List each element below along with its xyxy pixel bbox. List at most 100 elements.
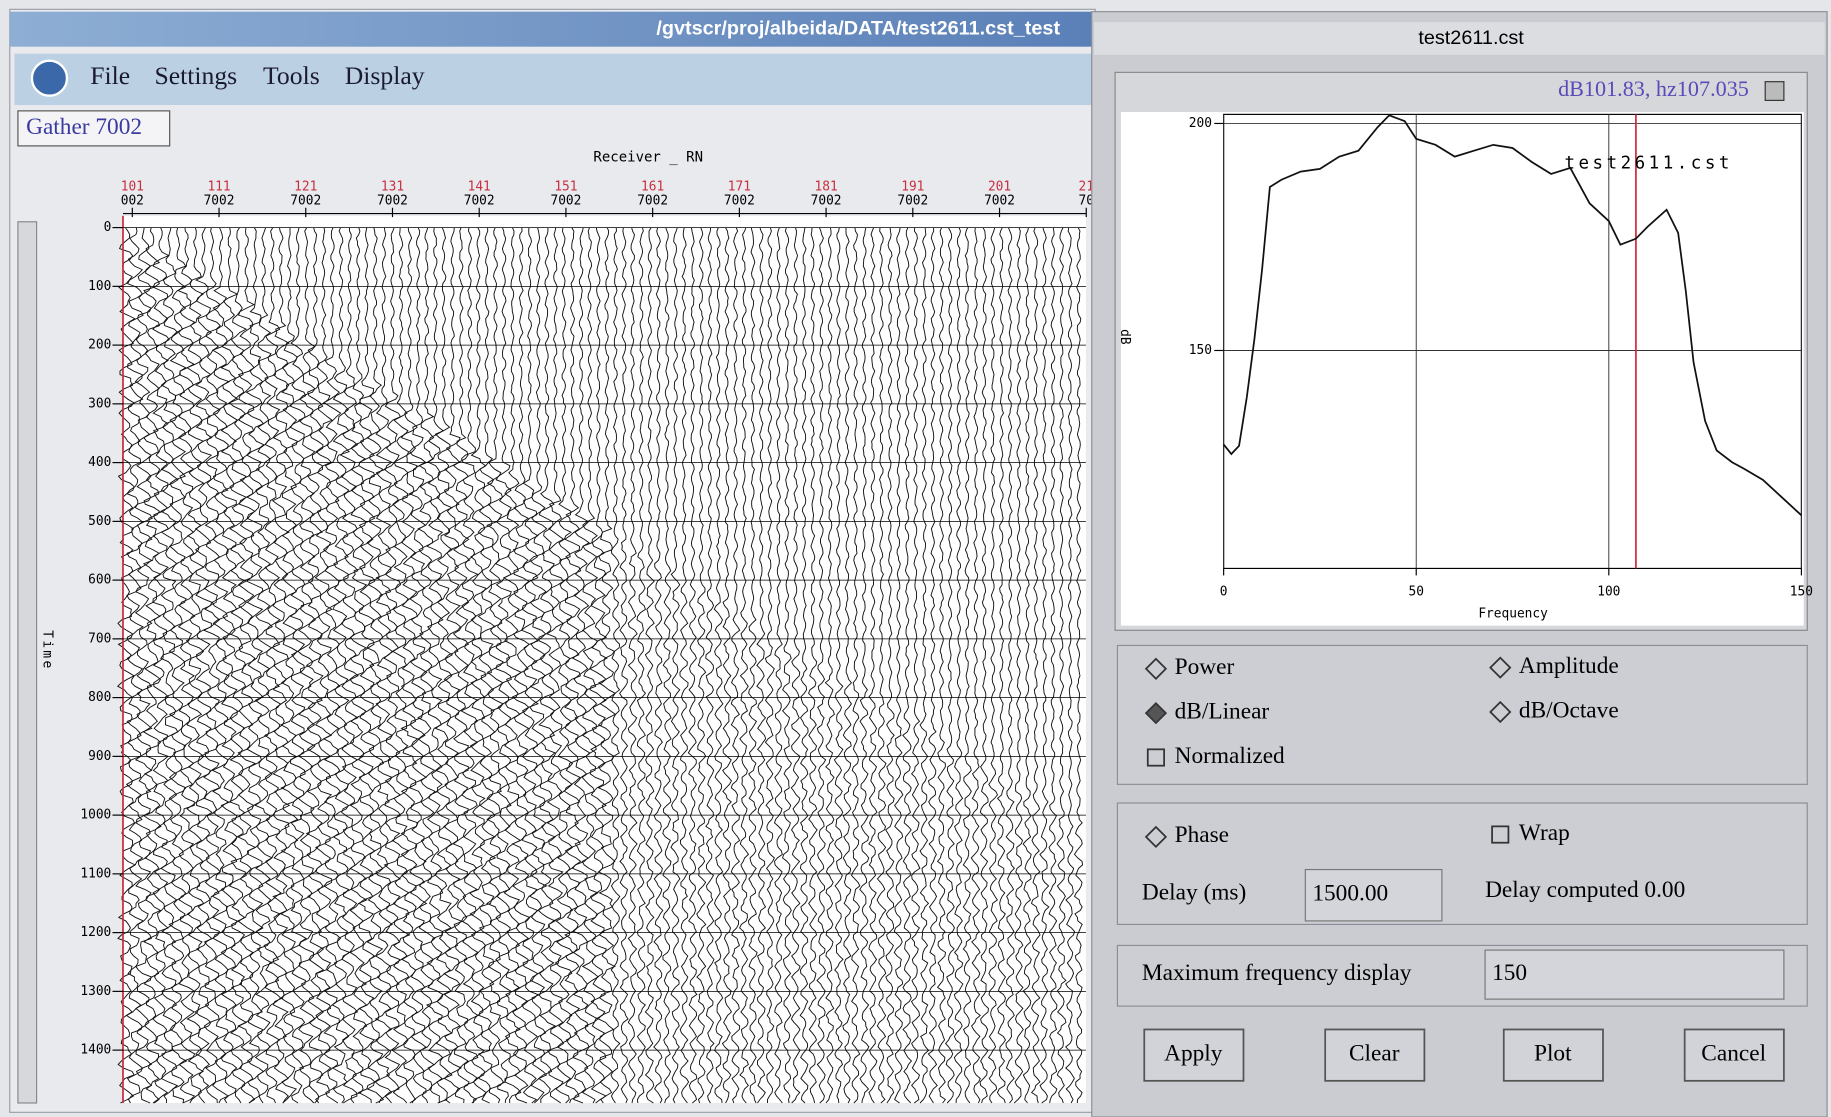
x-tick-line: 70 <box>1079 193 1094 208</box>
button-label[interactable]: Apply <box>1164 1040 1223 1066</box>
y-tick-label: 700 <box>88 631 111 646</box>
plot-area <box>1120 112 1804 626</box>
dialog: test2611.cst dB101.83, hz107.035 0 50 100 150… <box>1091 11 1828 1117</box>
x-tick-line: 7002 <box>811 193 842 208</box>
x-tick-label: 100 <box>1597 584 1620 599</box>
trace <box>816 227 827 1104</box>
y-tick-label: 1200 <box>80 925 111 940</box>
max-freq-input[interactable] <box>1484 949 1785 1000</box>
radio[interactable] <box>1144 702 1168 725</box>
x-tick-line: 002 <box>121 193 144 208</box>
button[interactable] <box>1143 1028 1245 1082</box>
x-tick-line: 7002 <box>377 193 408 208</box>
option-label: Phase <box>1175 822 1229 848</box>
delay-input[interactable] <box>1304 868 1443 922</box>
menu-item[interactable]: Tools <box>263 61 320 90</box>
x-tick-line: 7002 <box>550 193 581 208</box>
trace <box>842 227 853 1104</box>
trace <box>425 227 444 1104</box>
option-label: Power <box>1175 654 1235 680</box>
trace <box>962 227 972 1104</box>
app-icon[interactable] <box>30 59 69 97</box>
x-tick-receiver: 141 <box>468 179 491 194</box>
x-tick-line: 7002 <box>724 193 755 208</box>
trace <box>1030 227 1041 1104</box>
trace <box>279 227 299 1104</box>
trace <box>520 227 539 1104</box>
y-axis-label: dB <box>1117 329 1132 345</box>
trace <box>721 227 733 1104</box>
y-tick-label: 1400 <box>80 1043 111 1058</box>
x-tick-line: 7002 <box>984 193 1015 208</box>
trace <box>211 227 231 1104</box>
trace <box>747 227 758 1104</box>
radio[interactable] <box>1489 700 1512 724</box>
button-label[interactable]: Cancel <box>1701 1040 1766 1066</box>
x-tick-receiver: 191 <box>901 179 924 194</box>
button[interactable] <box>1324 1028 1426 1082</box>
readout: dB101.83, hz107.035 <box>1558 76 1749 101</box>
trace <box>653 227 664 1104</box>
button[interactable] <box>1683 1028 1785 1082</box>
checkbox[interactable] <box>1146 748 1165 767</box>
radio[interactable] <box>1144 657 1168 680</box>
button-label[interactable]: Clear <box>1349 1040 1400 1066</box>
trace <box>713 227 724 1104</box>
trace <box>322 227 342 1104</box>
series-label: test2611.cst <box>1564 153 1732 173</box>
trace <box>477 227 497 1104</box>
trace <box>383 227 402 1104</box>
x-tick-receiver: 151 <box>554 179 577 194</box>
trace <box>400 227 419 1104</box>
trace <box>220 227 239 1104</box>
button-label[interactable]: Plot <box>1534 1040 1572 1066</box>
x-tick-receiver: 131 <box>381 179 404 194</box>
trace <box>662 227 672 1104</box>
trace <box>460 227 479 1104</box>
trace <box>408 227 428 1104</box>
trace <box>687 227 698 1104</box>
y-tick-label: 400 <box>88 455 111 470</box>
scrollbar[interactable] <box>17 221 38 1104</box>
menu-item[interactable]: Display <box>345 61 425 90</box>
trace <box>537 227 557 1104</box>
trace <box>781 227 792 1104</box>
trace <box>944 227 956 1104</box>
trace <box>670 227 681 1104</box>
y-tick-label: 900 <box>88 749 111 764</box>
trace <box>366 227 385 1104</box>
menu-item[interactable]: File <box>90 61 130 90</box>
trace <box>529 227 548 1104</box>
menu-bar <box>14 53 1093 106</box>
trace <box>799 227 809 1104</box>
trace <box>563 227 582 1104</box>
trace <box>340 227 359 1104</box>
x-axis-label: Frequency <box>1478 606 1548 621</box>
menu-item[interactable]: Settings <box>154 61 237 90</box>
trace <box>1022 227 1032 1104</box>
trace <box>644 227 655 1104</box>
radio[interactable] <box>1144 825 1168 849</box>
trace <box>297 227 317 1104</box>
x-tick-receiver: 101 <box>121 179 144 194</box>
trace <box>756 227 767 1104</box>
trace <box>970 227 982 1104</box>
trace <box>511 227 531 1104</box>
trace <box>996 227 1007 1104</box>
y-tick-label: 1000 <box>80 808 111 823</box>
radio[interactable] <box>1489 656 1512 679</box>
option-label: dB/Octave <box>1519 697 1619 723</box>
y-tick-label: 300 <box>88 396 111 411</box>
trace <box>236 227 257 1104</box>
trace <box>254 227 274 1104</box>
button[interactable] <box>1502 1028 1604 1082</box>
readout-toggle[interactable] <box>1764 81 1785 101</box>
checkbox[interactable] <box>1491 825 1510 844</box>
y-axis-label: Time <box>40 630 55 670</box>
dialog-title-bar <box>1094 22 1825 55</box>
trace <box>808 227 818 1104</box>
trace <box>152 227 170 1104</box>
trace <box>434 227 454 1104</box>
